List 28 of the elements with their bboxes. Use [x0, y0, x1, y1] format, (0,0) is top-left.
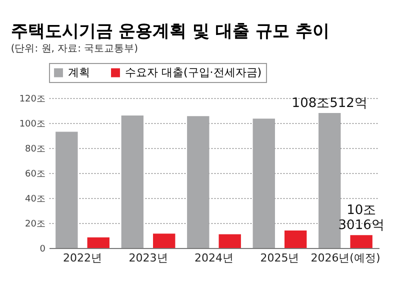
- data-label: 10조 3016억: [338, 203, 384, 234]
- y-tick-label: 0: [40, 244, 46, 254]
- x-tick-label: 2025년: [260, 252, 300, 264]
- chart-title: 주택도시기금 운용계획 및 대출 규모 추이: [10, 22, 330, 42]
- chart-subtitle: (단위: 원, 자료: 국토교통부): [10, 44, 138, 54]
- x-tick-label: 2024년: [194, 252, 234, 264]
- y-tick-label: 20조: [25, 220, 46, 230]
- y-tick-label: 120조: [19, 94, 46, 104]
- y-tick-label: 80조: [25, 144, 46, 154]
- bar: [153, 234, 176, 248]
- bar: [87, 237, 110, 248]
- bar: [318, 112, 341, 248]
- bar: [284, 230, 307, 248]
- bar: [350, 235, 372, 248]
- y-tick-label: 40조: [25, 194, 46, 204]
- x-tick-label: 2026년(예정): [310, 252, 380, 264]
- legend-label: 계획: [68, 66, 90, 79]
- bar: [121, 116, 144, 248]
- x-tick-label: 2023년: [128, 252, 168, 264]
- bar: [56, 132, 78, 248]
- data-label: 108조512억: [292, 96, 368, 111]
- bar: [187, 116, 210, 248]
- x-tick-label: 2022년: [63, 252, 102, 264]
- y-tick-label: 60조: [25, 170, 46, 180]
- legend-label: 수요자 대출(구입·전세자금): [125, 66, 262, 79]
- y-tick-label: 100조: [19, 120, 46, 130]
- bar: [218, 234, 241, 248]
- bar: [252, 118, 275, 248]
